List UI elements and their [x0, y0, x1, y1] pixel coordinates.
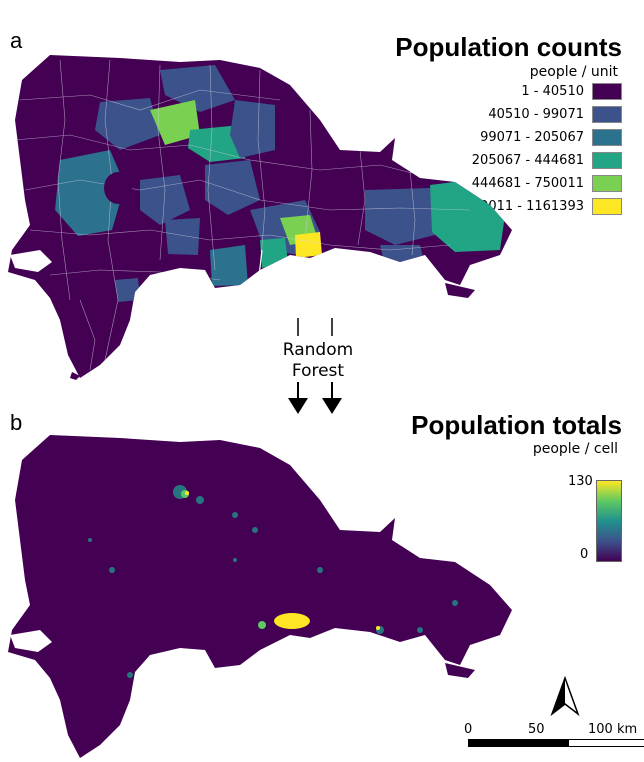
legend-swatch [592, 83, 622, 100]
down-arrow-icon [322, 398, 342, 414]
population-totals-map [8, 435, 512, 758]
legend-item: 444681 - 750011 [464, 174, 622, 193]
legend-item: 205067 - 444681 [464, 151, 622, 170]
north-arrow-icon [550, 676, 580, 716]
legend-swatch [592, 198, 622, 215]
lake [10, 630, 52, 652]
legend-label: 40510 - 99071 [488, 107, 584, 122]
legend-swatch [592, 106, 622, 123]
admin-unit [160, 65, 235, 112]
down-arrow-icon [288, 398, 308, 414]
island [445, 283, 475, 298]
island [445, 663, 475, 678]
admin-unit [230, 100, 275, 158]
admin-unit [380, 245, 425, 265]
panel-a-letter: a [10, 28, 23, 53]
legend-swatch [592, 152, 622, 169]
legend-item: 1 - 40510 [464, 82, 622, 101]
admin-unit [104, 172, 132, 204]
legend-label: 1 - 40510 [521, 84, 584, 99]
panel-a-title: Population counts [395, 32, 622, 62]
lake [10, 250, 52, 272]
admin-unit [210, 245, 248, 286]
admin-units [8, 55, 512, 378]
island [70, 372, 80, 380]
admin-unit [95, 98, 160, 150]
admin-unit [260, 238, 288, 268]
admin-unit [365, 188, 435, 245]
scale-segment [569, 740, 644, 746]
legend-swatch [592, 129, 622, 146]
admin-unit [295, 232, 322, 258]
scale-label-end: 100 km [588, 722, 638, 737]
panel-a-unit: people / unit [529, 64, 618, 80]
admin-unit [165, 218, 200, 255]
scale-label-mid: 50 [528, 722, 545, 737]
panel-b-title: Population totals [411, 410, 622, 440]
scale-label-zero: 0 [464, 722, 473, 737]
coast-detail [257, 249, 301, 286]
scale-bar [468, 739, 644, 747]
scale-segment [469, 740, 569, 746]
colorbar [596, 480, 622, 562]
panel-b-unit: people / cell [532, 441, 618, 457]
legend-item: 40510 - 99071 [464, 105, 622, 124]
legend-label: 205067 - 444681 [471, 153, 584, 168]
random-forest-label-line2: Forest [270, 361, 366, 382]
population-counts-map [8, 55, 512, 380]
population-raster [8, 435, 512, 758]
colorbar-max-label: 130 [568, 474, 593, 489]
panel-b-letter: b [10, 410, 23, 435]
legend-label: 99071 - 205067 [480, 130, 584, 145]
random-forest-label-line1: Random [270, 340, 366, 361]
admin-unit [55, 150, 125, 236]
colorbar-min-label: 0 [580, 547, 589, 562]
legend-item: 99071 - 205067 [464, 128, 622, 147]
admin-unit [115, 278, 140, 302]
admin-unit [205, 160, 260, 215]
random-forest-arrows [288, 318, 342, 414]
admin-unit [140, 175, 190, 225]
admin-unit [150, 100, 200, 145]
population-counts-legend: 1 - 40510 40510 - 99071 99071 - 205067 2… [464, 82, 622, 220]
legend-label: 444681 - 750011 [471, 176, 584, 191]
legend-swatch [592, 175, 622, 192]
